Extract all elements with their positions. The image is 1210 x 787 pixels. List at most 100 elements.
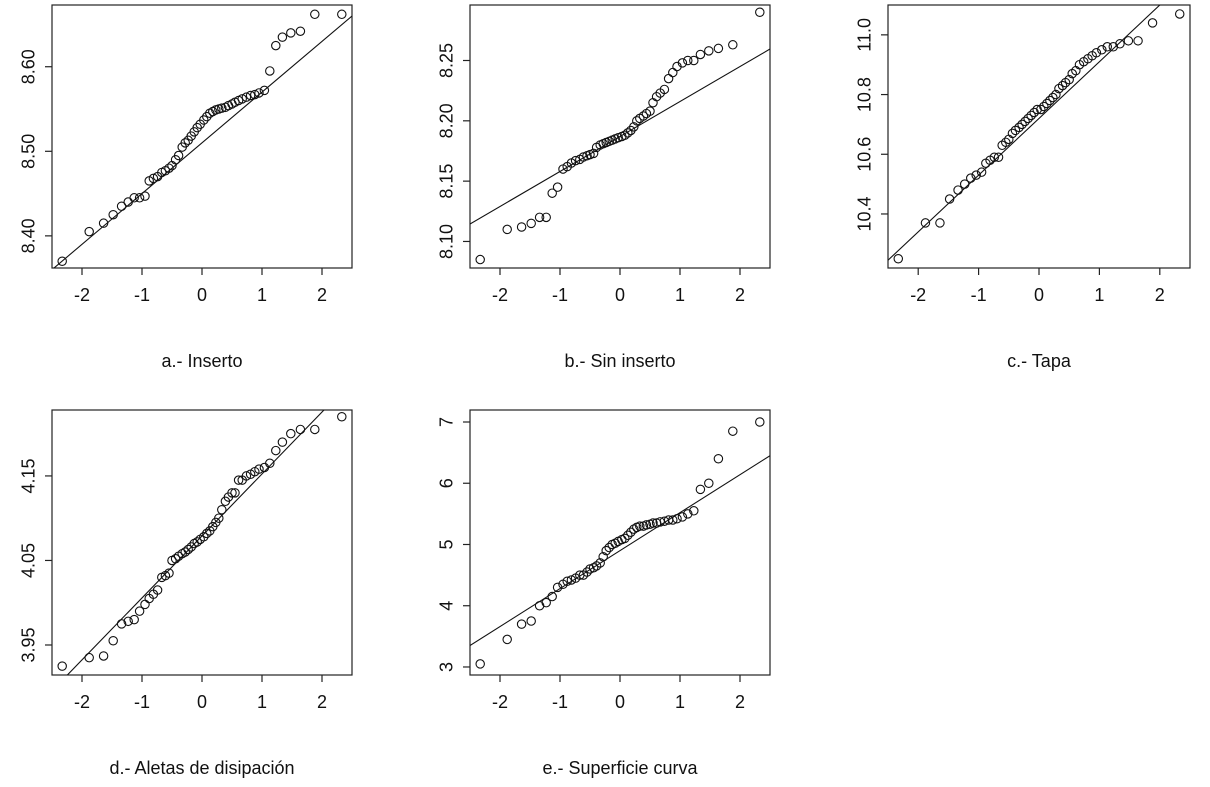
sample-point: [516, 619, 527, 629]
sample-point: [250, 89, 260, 100]
sample-point: [959, 179, 970, 189]
sample-point: [1039, 101, 1049, 112]
x-tick-label: 2: [1155, 285, 1165, 305]
x-tick-label: 2: [317, 285, 327, 305]
sample-point: [663, 73, 674, 84]
sample-point: [164, 163, 174, 173]
sample-point: [310, 9, 320, 20]
sample-point: [217, 504, 227, 515]
sample-point: [1108, 42, 1119, 52]
x-tick-label: -2: [910, 285, 926, 305]
x-axis-label: d.- Aletas de disipación: [109, 758, 294, 778]
x-tick-label: 0: [197, 285, 207, 305]
sample-point: [620, 533, 630, 544]
sample-point: [1023, 113, 1033, 124]
plot-frame: [51, 409, 353, 676]
x-tick-label: 1: [1094, 285, 1104, 305]
plot-frame: [51, 4, 353, 269]
sample-point: [295, 26, 306, 36]
sample-point: [629, 524, 639, 534]
sample-point: [755, 417, 765, 427]
sample-point: [1042, 98, 1052, 109]
sample-point: [552, 182, 563, 192]
plot-frame: [887, 4, 1191, 269]
sample-point: [623, 128, 633, 138]
sample-point: [502, 634, 512, 645]
sample-point: [1029, 107, 1039, 118]
sample-point: [541, 597, 551, 608]
sample-point: [265, 458, 275, 469]
sample-point: [123, 616, 133, 627]
sample-point: [920, 218, 931, 228]
sample-point: [164, 568, 174, 578]
sample-point: [98, 651, 109, 661]
sample-point: [259, 462, 270, 473]
y-tick-label: 8.50: [19, 134, 39, 169]
x-tick-label: -2: [74, 692, 90, 712]
sample-point: [651, 91, 662, 102]
sample-point: [1064, 74, 1074, 85]
panel: -2 -1 0 1 2 10.4 10.6 10.8 11.0 c.- Tapa: [855, 4, 1191, 371]
sample-point: [989, 152, 1000, 162]
sample-point: [337, 412, 347, 422]
sample-point: [337, 9, 347, 20]
sample-point: [626, 527, 636, 537]
panel: -2 -1 0 1 2 3 4 5 6 7 e.- Superficie curva: [437, 409, 771, 778]
y-tick-label: 6: [437, 478, 457, 488]
sample-point: [192, 122, 202, 133]
x-tick-label: -1: [134, 285, 150, 305]
sample-point: [632, 116, 642, 126]
sample-point: [595, 558, 605, 568]
x-tick-label: 0: [615, 285, 625, 305]
sample-point: [254, 464, 264, 474]
sample-point: [245, 90, 256, 101]
y-tick-label: 3.95: [19, 627, 39, 662]
sample-point: [475, 254, 485, 265]
sample-point: [695, 49, 706, 60]
sample-point: [677, 512, 688, 522]
sample-point: [547, 591, 557, 602]
x-tick-label: 2: [735, 692, 745, 712]
y-tick-label: 10.6: [855, 137, 875, 172]
x-tick-label: -1: [134, 692, 150, 712]
y-tick-label: 4: [437, 601, 457, 611]
sample-point: [601, 545, 611, 556]
sample-point: [629, 122, 639, 132]
sample-point: [217, 103, 227, 113]
sample-point: [728, 40, 738, 50]
y-tick-label: 8.60: [19, 49, 39, 84]
x-tick-label: 0: [1034, 285, 1044, 305]
sample-point: [620, 130, 630, 141]
x-tick-label: -2: [492, 285, 508, 305]
sample-point: [1174, 9, 1185, 19]
y-tick-label: 8.20: [437, 103, 457, 138]
sample-point: [241, 92, 252, 102]
sample-point: [57, 256, 67, 266]
sample-point: [1091, 48, 1102, 58]
sample-point: [259, 85, 270, 96]
sample-point: [677, 58, 688, 68]
sample-point: [623, 530, 633, 541]
sample-point: [140, 191, 150, 201]
sample-point: [1115, 39, 1125, 49]
x-axis-label: e.- Superficie curva: [542, 758, 698, 778]
sample-point: [277, 32, 288, 42]
sample-point: [1133, 36, 1143, 46]
x-tick-label: -1: [552, 692, 568, 712]
sample-point: [935, 218, 945, 228]
sample-point: [570, 155, 581, 166]
sample-point: [1036, 104, 1046, 115]
y-tick-label: 8.15: [437, 164, 457, 199]
x-tick-label: 2: [735, 285, 745, 305]
sample-point: [84, 652, 94, 663]
sample-point: [1102, 42, 1113, 52]
sample-point: [129, 193, 139, 203]
sample-point: [672, 514, 682, 524]
sample-point: [241, 471, 252, 481]
x-tick-label: -1: [552, 285, 568, 305]
sample-point: [502, 224, 512, 235]
sample-point: [129, 614, 139, 625]
sample-point: [582, 567, 592, 577]
y-tick-label: 7: [437, 417, 457, 427]
sample-point: [310, 424, 320, 435]
